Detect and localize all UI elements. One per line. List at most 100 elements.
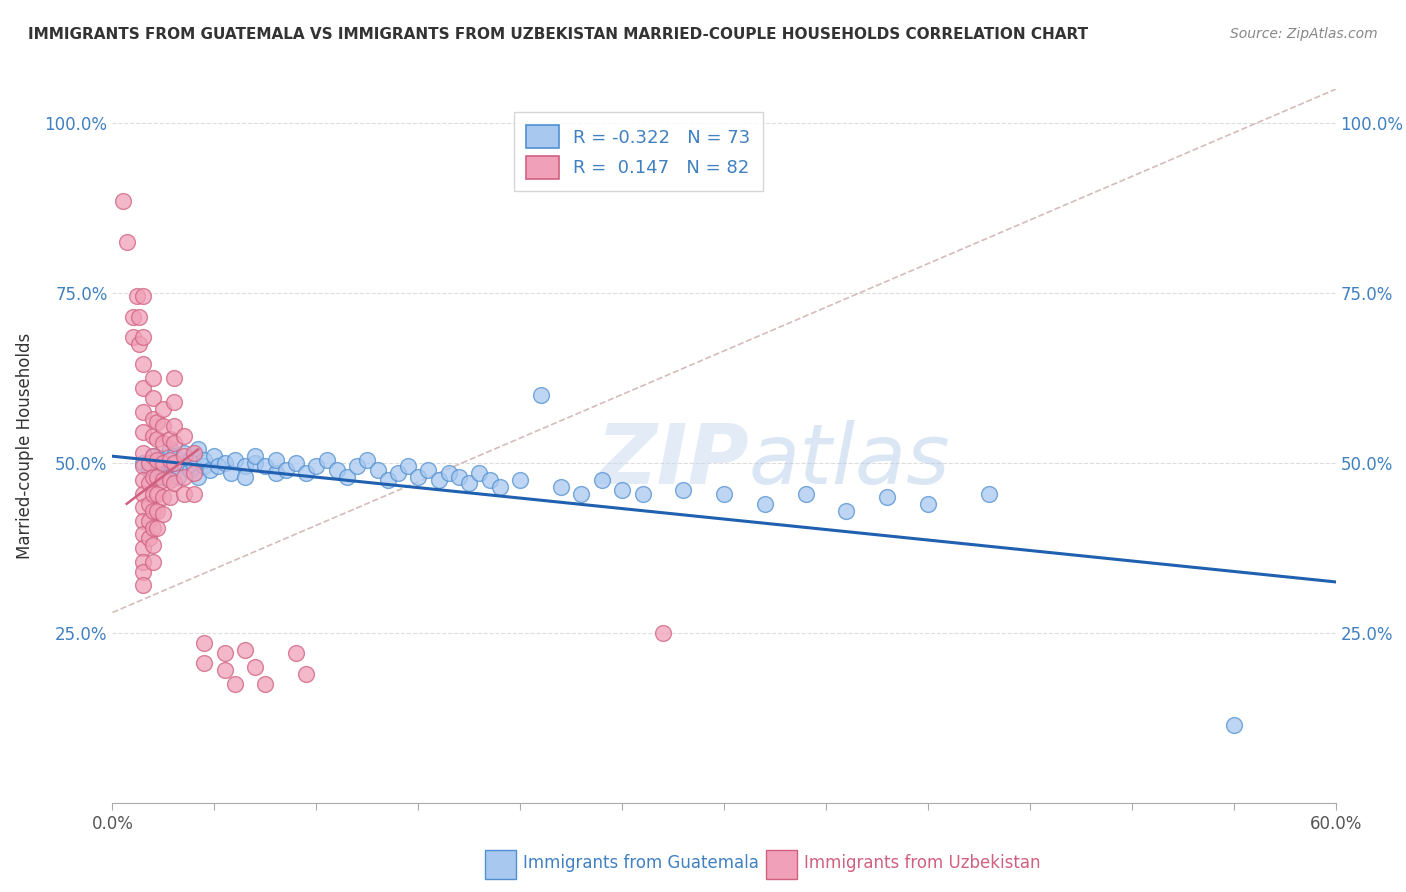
Point bbox=[447, 469, 470, 483]
Point bbox=[163, 371, 186, 385]
Point bbox=[917, 497, 939, 511]
Point bbox=[183, 449, 205, 463]
Point bbox=[437, 466, 460, 480]
Point bbox=[138, 456, 160, 470]
Point bbox=[254, 459, 277, 474]
Point bbox=[163, 463, 186, 477]
Point bbox=[224, 452, 246, 467]
Point bbox=[132, 289, 155, 303]
Point bbox=[193, 452, 215, 467]
Point bbox=[128, 337, 150, 351]
Point bbox=[264, 466, 287, 480]
Point bbox=[214, 663, 236, 677]
Point bbox=[132, 381, 155, 395]
Point bbox=[142, 449, 165, 463]
Point bbox=[305, 459, 328, 474]
Point bbox=[418, 463, 440, 477]
Point bbox=[132, 486, 155, 500]
Point bbox=[591, 473, 613, 487]
Point bbox=[152, 507, 174, 521]
Point bbox=[152, 456, 174, 470]
Point bbox=[132, 527, 155, 541]
Point bbox=[356, 452, 378, 467]
Point bbox=[284, 646, 308, 660]
Point bbox=[152, 401, 174, 416]
Point bbox=[146, 469, 169, 483]
Point bbox=[122, 330, 145, 344]
Point bbox=[142, 503, 165, 517]
Point bbox=[142, 429, 165, 443]
Point bbox=[173, 446, 195, 460]
Point bbox=[207, 459, 229, 474]
Point bbox=[125, 289, 148, 303]
Point bbox=[142, 371, 165, 385]
Point bbox=[142, 486, 165, 500]
Point bbox=[142, 392, 165, 406]
Point bbox=[146, 415, 169, 429]
Point bbox=[132, 541, 155, 555]
Point bbox=[346, 459, 368, 474]
Point bbox=[173, 449, 195, 463]
Point bbox=[122, 310, 145, 324]
Point bbox=[142, 449, 165, 463]
Point bbox=[132, 514, 155, 528]
Point bbox=[233, 459, 256, 474]
Point bbox=[610, 483, 633, 498]
Point bbox=[509, 473, 531, 487]
Point bbox=[132, 405, 155, 419]
Point bbox=[193, 657, 215, 671]
Point bbox=[138, 463, 160, 477]
Legend: R = -0.322   N = 73, R =  0.147   N = 82: R = -0.322 N = 73, R = 0.147 N = 82 bbox=[513, 112, 763, 192]
Point bbox=[132, 555, 155, 569]
Point bbox=[183, 459, 205, 474]
Point bbox=[173, 456, 195, 470]
Point bbox=[173, 486, 195, 500]
Point bbox=[138, 531, 160, 545]
Point bbox=[550, 480, 572, 494]
Point bbox=[142, 520, 165, 534]
Point bbox=[396, 459, 419, 474]
Point bbox=[128, 310, 150, 324]
Point bbox=[274, 463, 297, 477]
Point bbox=[408, 469, 430, 483]
Point bbox=[254, 677, 277, 691]
Point bbox=[146, 432, 169, 446]
Point bbox=[142, 412, 165, 426]
Point bbox=[146, 452, 169, 467]
Point bbox=[458, 476, 481, 491]
Point bbox=[138, 497, 160, 511]
Point bbox=[115, 235, 138, 249]
Point bbox=[979, 486, 1001, 500]
Point bbox=[166, 469, 188, 483]
Point bbox=[754, 497, 776, 511]
Point bbox=[132, 425, 155, 440]
Point bbox=[835, 503, 858, 517]
Point bbox=[138, 476, 160, 491]
Point bbox=[245, 456, 267, 470]
Point bbox=[163, 456, 186, 470]
Point bbox=[187, 469, 209, 483]
Point bbox=[214, 646, 236, 660]
Point bbox=[571, 486, 593, 500]
Point bbox=[159, 442, 181, 457]
Text: ZIP: ZIP bbox=[596, 420, 748, 500]
Text: Immigrants from Uzbekistan: Immigrants from Uzbekistan bbox=[804, 855, 1040, 872]
Point bbox=[427, 473, 450, 487]
Text: Source: ZipAtlas.com: Source: ZipAtlas.com bbox=[1230, 27, 1378, 41]
Point bbox=[219, 466, 242, 480]
Point bbox=[132, 358, 155, 372]
Text: atlas: atlas bbox=[748, 420, 950, 500]
Point bbox=[200, 463, 222, 477]
Point bbox=[233, 643, 256, 657]
Point bbox=[146, 486, 169, 500]
Point bbox=[468, 466, 491, 480]
Point bbox=[295, 466, 318, 480]
Point bbox=[295, 666, 318, 681]
Point bbox=[876, 490, 898, 504]
Point bbox=[163, 418, 186, 433]
Point bbox=[489, 480, 512, 494]
Point bbox=[159, 452, 181, 467]
Point bbox=[336, 469, 359, 483]
Point bbox=[245, 449, 267, 463]
Point bbox=[152, 473, 174, 487]
